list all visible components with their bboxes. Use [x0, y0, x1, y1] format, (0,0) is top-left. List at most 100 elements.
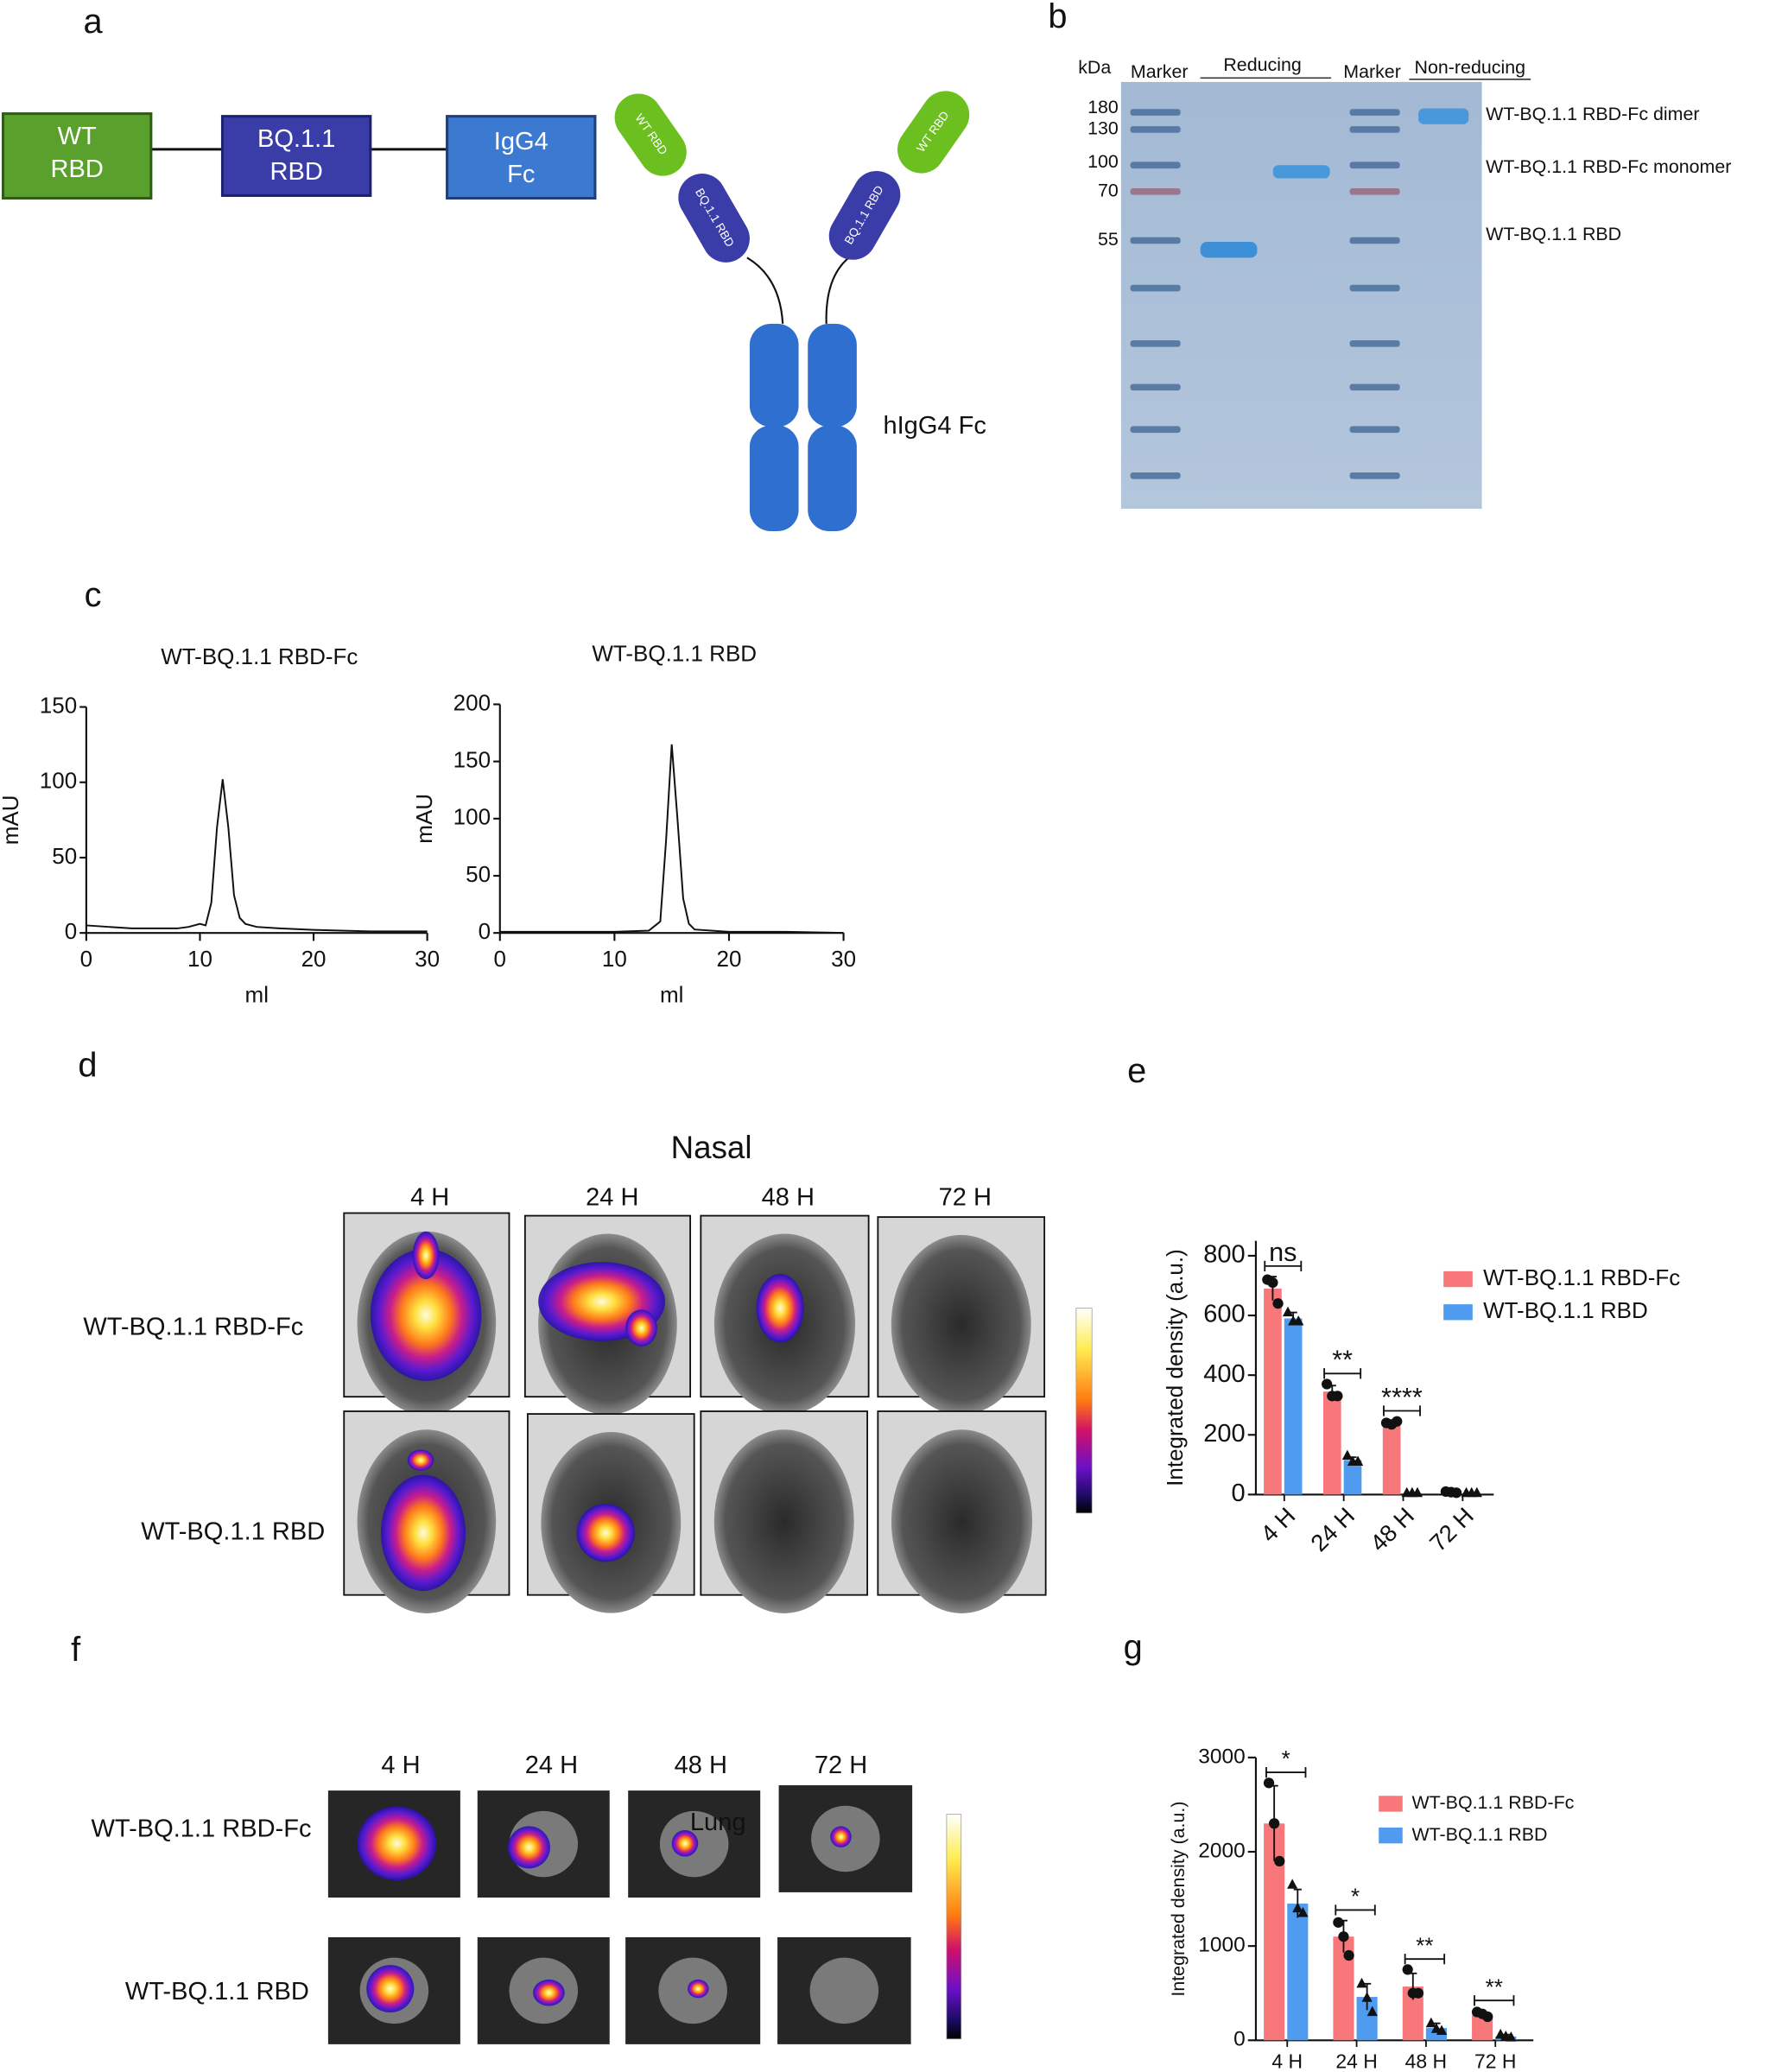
y-tick-label: 200: [1203, 1420, 1245, 1448]
time-label: 4 H: [410, 1183, 449, 1211]
wt-rbd-arm: WT RBD: [897, 91, 970, 174]
replicate-point: [1269, 1818, 1280, 1829]
significance-bracket: [1265, 1766, 1307, 1778]
signal: [357, 1806, 437, 1881]
band-label: WT-BQ.1.1 RBD: [1486, 224, 1621, 244]
mouse-image: [700, 1410, 869, 1613]
gel-unit: kDa: [1078, 57, 1111, 78]
replicate-point: [1482, 2011, 1493, 2023]
replicate-point: [1471, 1486, 1482, 1498]
panel-label: c: [85, 576, 102, 614]
y-tick-label: 1000: [1198, 1934, 1245, 1957]
ladder-label: 130: [1087, 118, 1119, 139]
ladder-band: [1349, 284, 1400, 292]
mouse-head: [891, 1234, 1031, 1415]
bar: [1382, 1423, 1401, 1495]
ladder-band: [1349, 188, 1400, 195]
ladder-band: [1349, 472, 1400, 479]
lane-label: Non-reducing: [1415, 57, 1526, 78]
wt-rbd-arm: WT RBD: [614, 93, 687, 176]
mouse-image: [877, 1216, 1046, 1415]
signal: [412, 1231, 440, 1280]
bar: [1284, 1318, 1303, 1495]
time-label: 72 H: [815, 1752, 867, 1779]
mouse-head: [713, 1429, 854, 1613]
time-label: 48 H: [762, 1183, 815, 1211]
replicate-point: [1425, 2017, 1436, 2028]
x-axis-label: ml: [245, 981, 269, 1007]
significance-label: *: [1282, 1746, 1290, 1771]
legend-swatch: [1443, 1304, 1473, 1321]
replicate-point: [1267, 1277, 1278, 1289]
mouse-image: [877, 1410, 1047, 1613]
lung-imaging: 4 H 24 H 48 H 72 H WT-BQ.1.1 RBD-Fc WT-B…: [92, 1752, 962, 2040]
replicate-point: [1333, 1917, 1344, 1928]
y-tick-label: 0: [1233, 2028, 1246, 2051]
replicate-point: [1436, 2024, 1448, 2035]
domain-text: Fc: [507, 161, 535, 188]
band-label: WT-BQ.1.1 RBD-Fc dimer: [1486, 104, 1699, 124]
mouse-head: [891, 1429, 1033, 1613]
ladder-band: [1349, 237, 1400, 244]
significance-bracket: [1335, 1904, 1376, 1916]
legend-label: WT-BQ.1.1 RBD: [1483, 1297, 1648, 1323]
replicate-point: [1292, 1902, 1303, 1913]
y-tick-label: 50: [466, 861, 491, 887]
ladder-band: [1130, 284, 1181, 292]
organ-label: Lung: [690, 1809, 746, 1836]
significance-bracket: [1474, 1995, 1515, 2006]
replicate-point: [1356, 1977, 1367, 1988]
fc-domain: [808, 425, 857, 532]
gel-image: [1120, 81, 1482, 510]
ladder-band: [1130, 109, 1181, 116]
panel-label: d: [78, 1047, 97, 1085]
lung-image: [778, 1784, 913, 1892]
significance-bracket: [1404, 1954, 1446, 1965]
time-label: 72 H: [939, 1183, 992, 1211]
y-tick-label: 50: [52, 843, 77, 869]
ladder-band: [1130, 162, 1181, 169]
legend-label: WT-BQ.1.1 RBD-Fc: [1411, 1792, 1574, 1813]
signal: [407, 1449, 434, 1471]
hinge: [746, 257, 784, 324]
images: [327, 1212, 1047, 2044]
signal: [688, 1979, 709, 1999]
ladder-band: [1349, 383, 1400, 391]
replicate-point: [1322, 1378, 1333, 1390]
line-chart: WT-BQ.1.1 RBD-Fc 0 50 100 150 0 10 20 30 ml mAU: [0, 643, 440, 1008]
ladder-label: 70: [1098, 181, 1119, 201]
gel-band: [1200, 241, 1258, 258]
signal: [381, 1474, 466, 1592]
axis: [498, 704, 844, 935]
ladder-band: [1130, 188, 1181, 195]
x-tick-label: 0: [494, 946, 506, 972]
ladder-label: 100: [1087, 151, 1119, 172]
replicate-point: [1287, 1879, 1298, 1889]
replicate-point: [1506, 2031, 1517, 2042]
y-tick-label: 0: [479, 918, 491, 944]
bar: [1287, 1904, 1309, 2041]
mouse-image: [700, 1214, 870, 1416]
lung-tissue: [809, 1957, 879, 2024]
signal: [830, 1826, 852, 1847]
replicate-point: [1297, 1907, 1309, 1917]
ladder-label: 55: [1098, 229, 1119, 250]
construct-diagram: WT RBD BQ.1.1 RBD IgG4 Fc WT RBD BQ.1.1 …: [1, 91, 986, 532]
gel: kDa Marker Reducing Marker Non-reducing …: [1078, 54, 1731, 510]
ladder-band: [1349, 109, 1400, 116]
panel-label: b: [1048, 0, 1067, 35]
ladder-band: [1349, 426, 1400, 434]
legend-swatch: [1379, 1827, 1403, 1844]
significance-bracket: [1323, 1368, 1362, 1379]
x-tick-label: 48 H: [1405, 2050, 1447, 2072]
domain-text: RBD: [51, 155, 104, 183]
replicate-point: [1263, 1777, 1275, 1789]
signal: [576, 1504, 635, 1562]
significance-label: *: [1351, 1884, 1360, 1910]
ladder-band: [1349, 126, 1400, 133]
legend-label: WT-BQ.1.1 RBD: [1411, 1824, 1547, 1845]
signal: [671, 1830, 699, 1857]
x-tick-label: 48 H: [1365, 1502, 1419, 1556]
gel-band: [1418, 108, 1469, 124]
